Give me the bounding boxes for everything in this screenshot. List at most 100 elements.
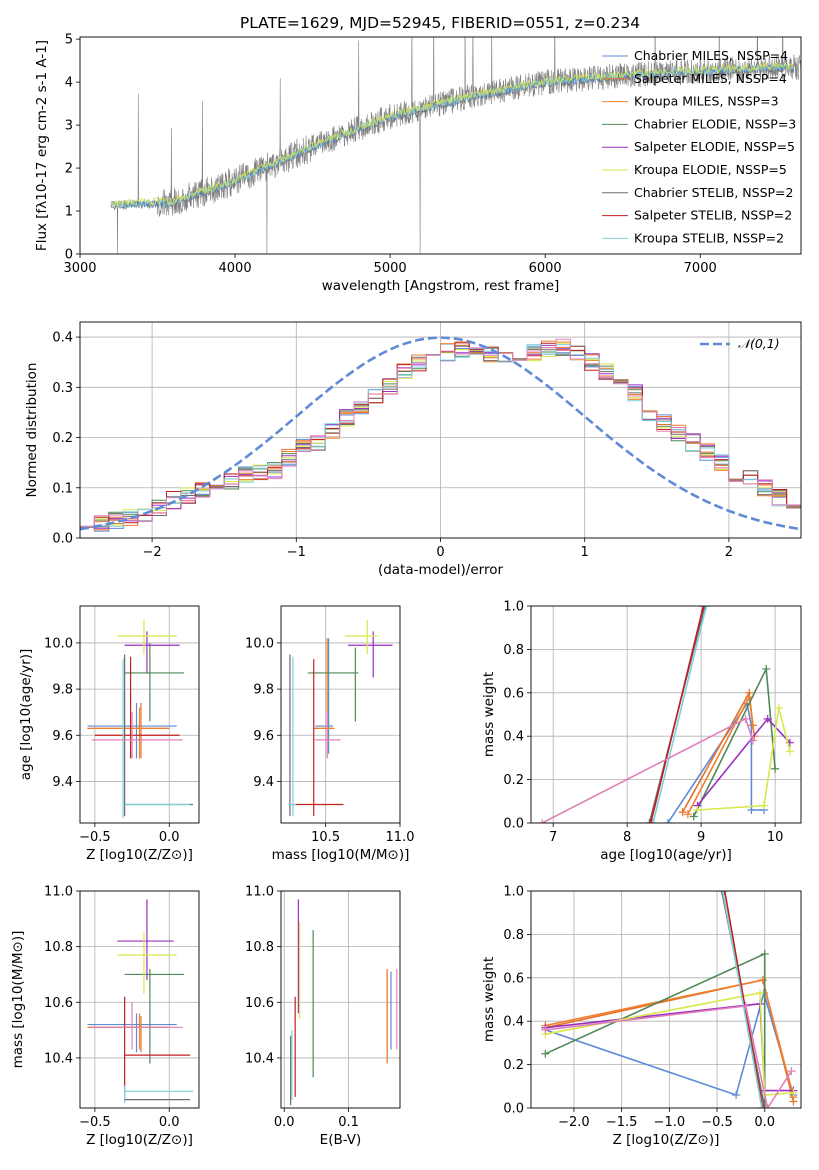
z-weight-ytick-label: 0.6	[503, 971, 524, 986]
age-weight-point-marker	[649, 819, 658, 823]
z-weight-point-marker	[720, 891, 729, 895]
z-weight-xtick-label: −1.0	[654, 1115, 686, 1130]
residuals-frame	[79, 321, 802, 539]
z-age-ylabel: age [log10(age/yr)]	[18, 649, 34, 781]
z-age-frame	[79, 605, 200, 824]
z-mass-xlabel: Z [log10(Z/Z⊙)]	[86, 1132, 193, 1148]
spectrum-title: PLATE=1629, MJD=52945, FIBERID=0551, z=0…	[240, 14, 640, 32]
legend-entry: Chabrier STELIB, NSSP=2	[634, 185, 794, 200]
z-weight-point-marker	[718, 891, 727, 895]
spectrum-ytick-label: 4	[65, 76, 73, 91]
age-weight-point-marker	[646, 819, 655, 823]
z-weight-point-marker	[758, 1104, 767, 1108]
z-weight-point-marker	[541, 1049, 550, 1058]
z-age-xtick-label: −0.5	[79, 830, 111, 845]
residual-histogram	[80, 344, 801, 527]
residuals-ytick-label: 0.1	[52, 481, 73, 496]
z-mass-xtick-label: −0.5	[79, 1115, 111, 1130]
residuals-xtick-label: 0	[436, 545, 444, 560]
z-weight-point-marker	[757, 1104, 766, 1108]
age-weight-ytick-label: 0.8	[503, 643, 524, 658]
residuals-xtick-label: 1	[581, 545, 589, 560]
age-weight-ytick-label: 0.4	[503, 730, 524, 745]
z-weight-ytick-label: 1.0	[503, 885, 524, 900]
z-weight-axes: −2.0 −1.5 −1.0 −0.5 0.0 0.0 0.2 0.4 0.6 0.8 1.0 Z […	[481, 885, 802, 1148]
z-age-plot-area	[80, 606, 199, 823]
age-weight-point-marker	[771, 764, 780, 773]
residuals-ytick-label: 0.0	[52, 532, 73, 547]
spectrum-ytick-label: 1	[65, 205, 73, 220]
z-age-ytick-label: 9.8	[52, 683, 73, 698]
spectrum-ylabel: Flux [fλ10-17 erg cm-2 s-1 A-1]	[34, 40, 50, 251]
spectrum-xtick-label: 3000	[63, 261, 96, 276]
z-mass-frame	[79, 890, 200, 1109]
legend-entry: 𝒩(0,1)	[738, 336, 780, 351]
z-age-ytick-label: 9.4	[52, 775, 73, 790]
age-weight-axes: 7 8 9 10 0.0 0.2 0.4 0.6 0.8 1.0 age [log10(age/yr…	[481, 600, 802, 863]
z-weight-xtick-label: −2.0	[558, 1115, 590, 1130]
z-mass-ylabel: mass [log10(M/M⊙)]	[10, 931, 26, 1069]
age-weight-point-marker	[678, 808, 687, 817]
z-weight-point-marker	[763, 1104, 772, 1108]
ebv-mass-plot-area	[281, 891, 400, 1108]
ebv-mass-xtick-label: 0.1	[338, 1115, 359, 1130]
residual-histogram	[80, 338, 801, 527]
ebv-mass-ytick-label: 10.4	[245, 1051, 274, 1066]
age-weight-point-marker	[785, 747, 794, 756]
age-weight-ytick-label: 0.6	[503, 686, 524, 701]
z-weight-point-marker	[789, 1088, 798, 1097]
spectrum-ytick-label: 3	[65, 119, 73, 134]
z-weight-xtick-label: −1.5	[606, 1115, 638, 1130]
age-weight-plot-area	[531, 606, 801, 823]
z-weight-point-marker	[732, 1090, 741, 1099]
z-weight-series-line	[545, 1005, 793, 1108]
age-weight-point-marker	[693, 805, 702, 814]
z-weight-point-marker	[755, 988, 764, 997]
z-mass-ytick-label: 11.0	[44, 885, 73, 900]
residuals-ytick-label: 0.4	[52, 331, 73, 346]
residuals-xtick-label: 2	[725, 545, 733, 560]
z-age-ytick-label: 10.0	[44, 636, 73, 651]
z-weight-series-line	[722, 891, 763, 1108]
z-weight-ytick-label: 0.8	[503, 928, 524, 943]
observed-spectrum	[110, 37, 801, 254]
age-weight-point-marker	[683, 810, 692, 819]
z-weight-series-line	[545, 992, 794, 1096]
spectrum-plot-area	[110, 37, 801, 254]
age-weight-point-marker	[663, 819, 672, 823]
age-weight-series-line	[650, 606, 705, 823]
legend-entry: Salpeter MILES, NSSP=4	[634, 71, 787, 86]
z-weight-point-marker	[760, 949, 769, 958]
z-weight-xtick-label: −0.5	[701, 1115, 733, 1130]
z-weight-frame	[530, 890, 802, 1109]
mass-age-axes: 10.5 11.0 9.4 9.6 9.8 10.0 mass [log10(M/M⊙)]	[245, 605, 415, 863]
legend-entry: Chabrier ELODIE, NSSP=3	[634, 116, 796, 131]
age-weight-xtick-label: 7	[549, 830, 557, 845]
age-weight-xtick-label: 8	[623, 830, 631, 845]
z-age-xlabel: Z [log10(Z/Z⊙)]	[86, 847, 193, 863]
residual-histogram	[80, 340, 801, 531]
mass-age-ytick-label: 9.8	[253, 683, 274, 698]
ebv-mass-frame	[280, 890, 401, 1109]
mass-age-xtick-label: 11.0	[386, 830, 415, 845]
age-weight-xtick-label: 10	[767, 830, 784, 845]
mass-age-frame	[280, 605, 401, 824]
residuals-xlabel: (data-model)/error	[378, 562, 504, 578]
age-weight-point-marker	[762, 664, 771, 673]
ebv-mass-ytick-label: 10.6	[245, 996, 274, 1011]
z-age-axes: −0.5 0.0 9.4 9.6 9.8 10.0 Z [log10(Z/Z⊙)] age […	[18, 605, 200, 863]
legend-entry: Salpeter ELODIE, NSSP=5	[634, 139, 795, 154]
mass-age-xlabel: mass [log10(M/M⊙)]	[272, 847, 410, 863]
spectrum-xtick-label: 5000	[374, 261, 407, 276]
residuals-xtick-label: −2	[143, 545, 162, 560]
z-age-ytick-label: 9.6	[52, 729, 73, 744]
z-mass-ytick-label: 10.4	[44, 1051, 73, 1066]
mass-age-ytick-label: 9.6	[253, 729, 274, 744]
mass-age-plot-area	[281, 606, 400, 823]
mass-age-xtick-label: 10.5	[311, 830, 340, 845]
spectrum-axes: 3000 4000 5000 6000 7000 0 1 2 3 4 5 wavelength [An…	[34, 33, 802, 294]
z-weight-series-line	[723, 891, 764, 1108]
z-mass-ytick-label: 10.8	[44, 940, 73, 955]
age-weight-point-marker	[689, 812, 698, 821]
legend-entry: Kroupa STELIB, NSSP=2	[634, 230, 784, 245]
